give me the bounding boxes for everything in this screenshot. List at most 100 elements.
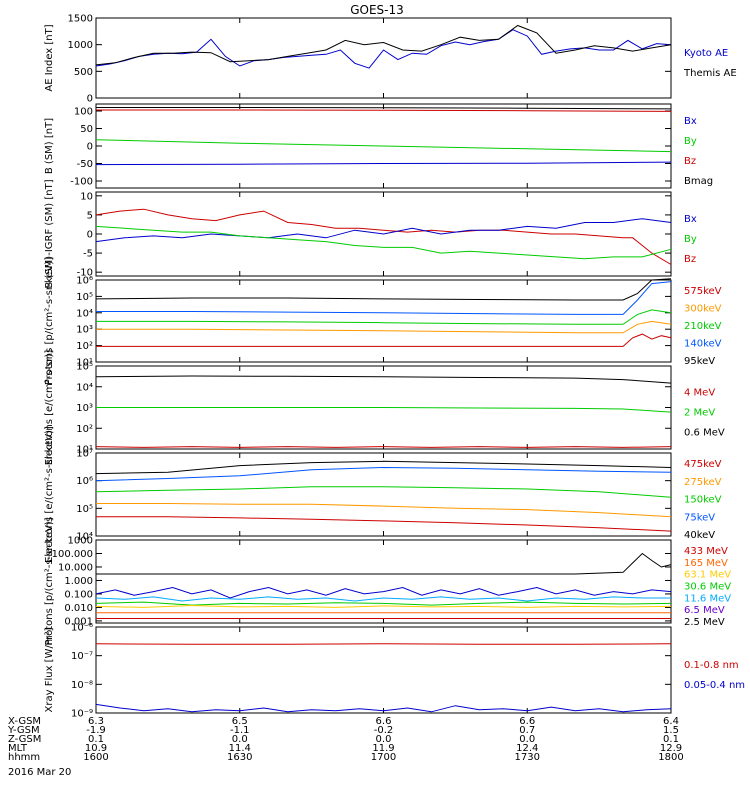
panel-6: 10⁴ 10⁵ 10⁶ 10⁷ Electrons [e/(cm²-s-sr-keV)]… — [44, 426, 722, 563]
y-tick-label: 5 — [87, 210, 93, 221]
y-tick-label: 1500 — [68, 14, 93, 25]
footer-value: 1.5 — [663, 725, 679, 736]
footer-label: hhmm — [8, 752, 40, 763]
legend-entry: 300keV — [684, 304, 722, 315]
y-axis-label: Xray Flux [W/m²] — [44, 627, 55, 712]
series-4-mev — [95, 446, 672, 448]
legend-entry: 75keV — [684, 512, 715, 523]
y-tick-label: 1000 — [68, 40, 93, 51]
footer-value: 1800 — [658, 752, 683, 763]
legend-entry: 11.6 MeV — [684, 593, 731, 604]
footer-value: -1.1 — [230, 725, 250, 736]
series-30-6-mev — [95, 601, 672, 606]
series-11-6-mev — [95, 596, 671, 602]
y-tick-label: 1.000 — [64, 576, 93, 587]
y-tick-label: 10² — [76, 424, 93, 435]
legend-entry: By — [684, 234, 697, 245]
series-bx — [95, 218, 672, 243]
date-label: 2016 Mar 20 — [8, 767, 71, 778]
y-tick-label: 10¹ — [76, 445, 93, 456]
y-tick-label: 10⁻⁷ — [71, 651, 93, 662]
y-axis-label: Protons [p/(cm²-s-sr-keV)] — [44, 517, 55, 645]
footer-value: 12.9 — [660, 743, 682, 754]
y-tick-label: -100 — [70, 177, 93, 188]
y-axis-label: Electrons [e/(cm²-s-sr-keV)] — [44, 426, 55, 563]
panel-frame — [95, 17, 672, 99]
panel-5: 10¹ 10² 10³ 10⁴ 10⁵ Electrons [e/(cm²-s-sr)] 4… — [44, 350, 725, 466]
footer-value: 11.4 — [229, 743, 251, 754]
series-bz — [96, 109, 672, 112]
footer-label: X-GSM — [8, 716, 41, 727]
legend-entry: 4 MeV — [684, 388, 715, 399]
y-axis-label: B (SM) [nT] — [44, 118, 55, 174]
y-tick-label: 10¹ — [76, 358, 93, 369]
legend-entry: Kyoto AE — [684, 48, 728, 59]
y-tick-label: 10⁻⁹ — [71, 709, 93, 720]
series-by — [95, 139, 672, 153]
legend-entry: 2.5 MeV — [684, 617, 725, 628]
footer-value: 10.9 — [85, 743, 107, 754]
footer-value: -1.9 — [86, 725, 106, 736]
series-150kev — [95, 486, 672, 498]
panel-1: 0 500 1000 1500 AE Index [nT] Kyoto AE Themis … — [44, 14, 737, 105]
y-tick-label: 10⁶ — [76, 476, 93, 487]
footer-value: 0.1 — [88, 734, 104, 745]
legend-entry: Bz — [684, 254, 696, 265]
y-tick-label: 10.000 — [58, 562, 93, 573]
y-tick-label: 10⁵ — [76, 504, 93, 515]
y-tick-label: 0.010 — [64, 603, 93, 614]
y-tick-label: 10⁵ — [76, 362, 93, 373]
series-0-1-0-8-nm — [95, 643, 672, 645]
y-tick-label: 10⁻⁶ — [71, 623, 93, 634]
y-tick-label: 1000 — [68, 536, 93, 547]
legend-entry: Bz — [684, 156, 696, 167]
series-kyoto-ae — [95, 29, 672, 69]
footer-value: 0.7 — [519, 725, 535, 736]
y-tick-label: 100 — [74, 107, 93, 118]
footer-value: 12.4 — [516, 743, 538, 754]
y-tick-label: 10 — [80, 191, 93, 202]
series-140kev — [96, 281, 672, 315]
figure-title: GOES-13 — [350, 3, 404, 17]
panel-frame — [95, 626, 672, 714]
y-tick-label: 10² — [76, 341, 93, 352]
legend-entry: By — [684, 136, 697, 147]
footer-value: 0.0 — [519, 734, 535, 745]
legend-entry: Themis AE — [683, 68, 737, 79]
series-210kev — [96, 309, 672, 325]
footer-value: 6.3 — [88, 716, 104, 727]
y-tick-label: 10³ — [76, 403, 93, 414]
panel-frame — [95, 539, 672, 624]
series-0-6-mev — [95, 375, 672, 384]
y-tick-label: 0 — [87, 142, 93, 153]
y-tick-label: 500 — [74, 67, 93, 78]
legend-entry: 475keV — [684, 459, 722, 470]
legend-entry: 40keV — [684, 530, 715, 541]
series-300kev — [96, 320, 672, 334]
y-tick-label: 10⁻⁸ — [71, 680, 93, 691]
legend-entry: 6.5 MeV — [684, 605, 725, 616]
legend-entry: 30.6 MeV — [684, 582, 731, 593]
legend-entry: 575keV — [684, 286, 722, 297]
y-tick-label: -10 — [77, 268, 93, 279]
series-bz — [95, 208, 672, 265]
y-axis-label: Protons [p/(cm²-s-sr-keV)] — [44, 257, 55, 385]
legend-entry: Bmag — [684, 176, 713, 187]
legend-entry: Bx — [684, 116, 697, 127]
panel-8: 10⁻⁹ 10⁻⁸ 10⁻⁷ 10⁻⁶ Xray Flux [W/m²] 0.1-0.8 … — [44, 623, 745, 720]
footer-value: 1700 — [371, 752, 396, 763]
y-tick-label: 10³ — [76, 325, 93, 336]
legend-entry: 0.6 MeV — [684, 428, 725, 439]
footer-value: 1630 — [227, 752, 252, 763]
panel-2: -100 -50 0 50 100 B (SM) [nT] Bx By Bz Bmag — [44, 103, 713, 189]
footer-value: 0.0 — [376, 734, 392, 745]
y-tick-label: -5 — [83, 249, 93, 260]
legend-entry: 140keV — [684, 339, 722, 350]
series-6-5-mev — [95, 586, 672, 599]
legend-entry: 210keV — [684, 321, 722, 332]
footer-label: MLT — [8, 743, 28, 754]
series-bmag — [96, 107, 672, 110]
legend-entry: 433 MeV — [684, 546, 728, 557]
y-tick-label: 0 — [87, 94, 93, 105]
